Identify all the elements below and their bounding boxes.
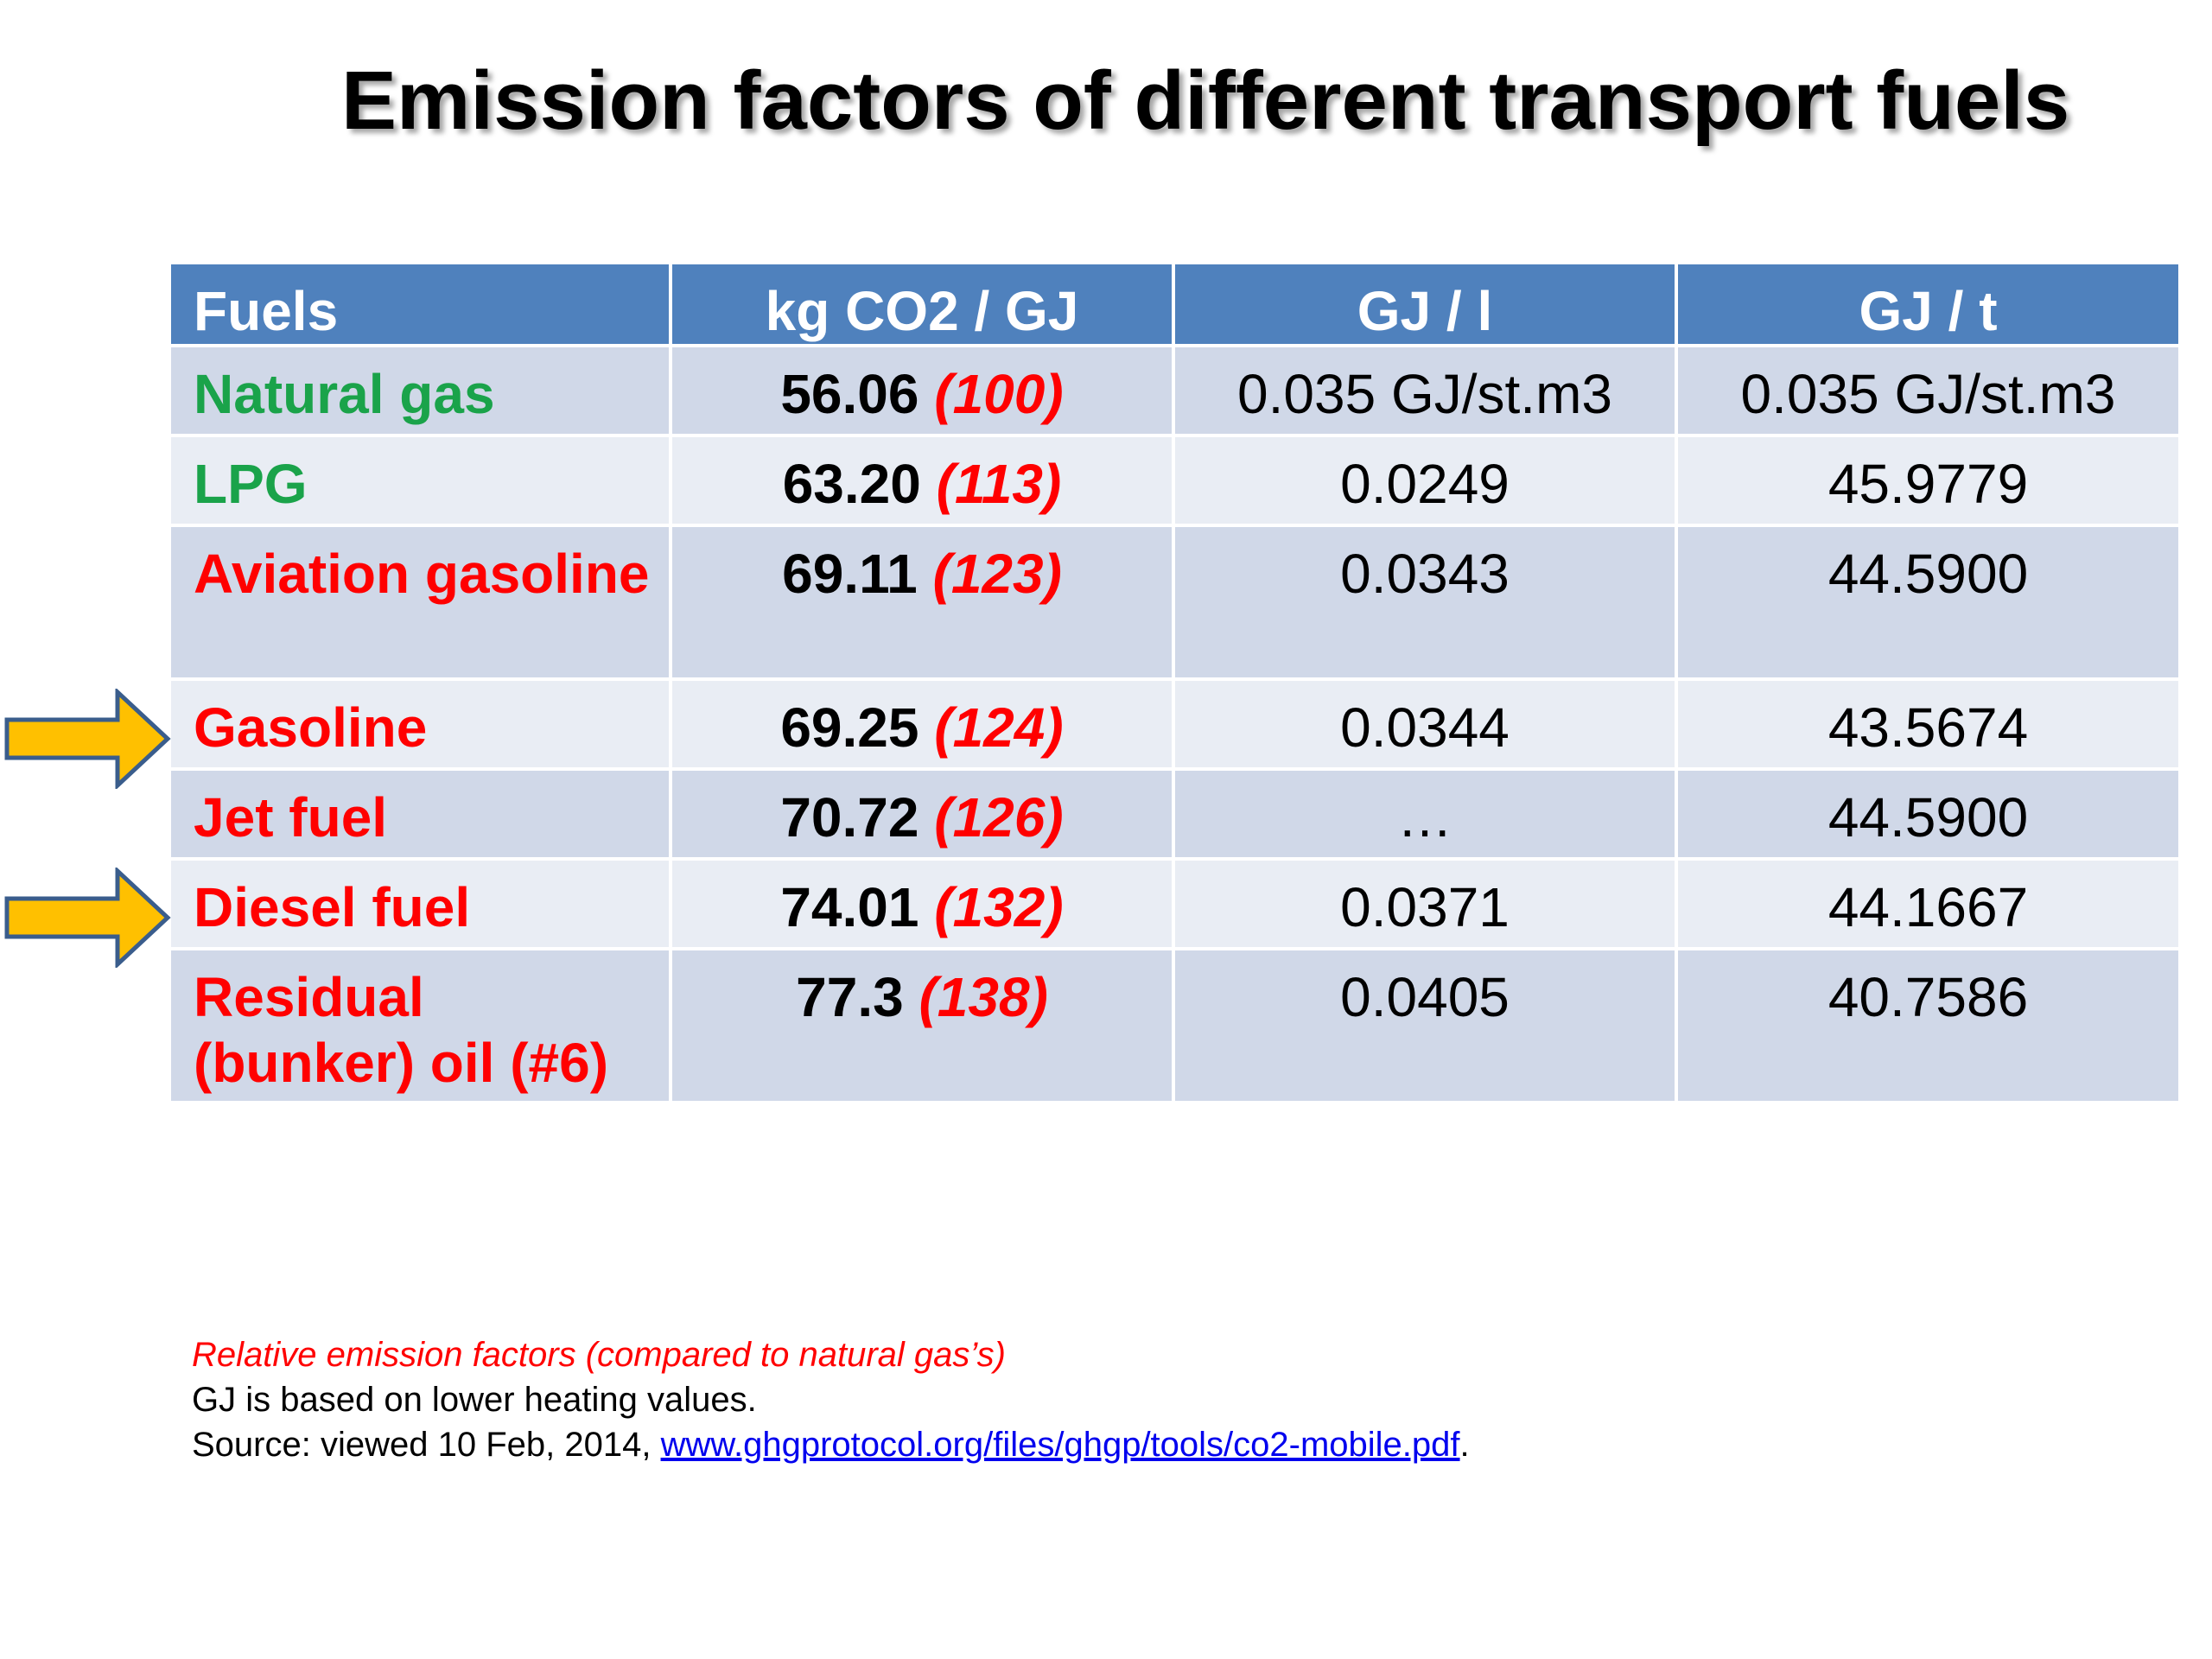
right-arrow-icon (4, 689, 171, 789)
source-link[interactable]: www.ghgprotocol.org/files/ghgp/tools/co2… (660, 1426, 1460, 1464)
gj-per-t-value: 40.7586 (1675, 947, 2182, 1104)
table-row-diesel-fuel: Diesel fuel 74.01 (132) 0.0371 44.1667 (168, 857, 2182, 950)
table-row-aviation-gasoline: Aviation gasoline 69.11 (123) 0.0343 44.… (168, 524, 2182, 681)
table-row-gasoline: Gasoline 69.25 (124) 0.0344 43.5674 (168, 677, 2182, 771)
relative-factor: (113) (936, 453, 1062, 515)
right-arrow-icon (4, 868, 171, 968)
gj-per-l-value: 0.0371 (1172, 857, 1678, 950)
co2-cell: 70.72 (126) (669, 767, 1175, 861)
gj-per-t-value: 44.5900 (1675, 524, 2182, 681)
relative-factor: (126) (934, 786, 1064, 849)
gj-per-t-value: 43.5674 (1675, 677, 2182, 771)
relative-factor-note: Relative emission factors (compared to n… (192, 1336, 1006, 1374)
table-row-jet-fuel: Jet fuel 70.72 (126) … 44.5900 (168, 767, 2182, 861)
gj-per-l-value: … (1172, 767, 1678, 861)
footnotes: Relative emission factors (compared to n… (192, 1332, 1470, 1467)
co2-value: 69.25 (780, 696, 919, 759)
header-kg-co2-per-gj: kg CO2 / GJ (669, 261, 1175, 347)
co2-cell: 69.25 (124) (669, 677, 1175, 771)
co2-value: 56.06 (780, 363, 919, 425)
relative-factor: (132) (934, 876, 1064, 938)
source-note: Source: viewed 10 Feb, 2014, www.ghgprot… (192, 1422, 1470, 1467)
gj-per-t-value: 0.035 GJ/st.m3 (1675, 344, 2182, 437)
co2-cell: 63.20 (113) (669, 434, 1175, 527)
co2-value: 74.01 (780, 876, 919, 938)
fuel-name: Gasoline (168, 677, 672, 771)
co2-value: 69.11 (782, 543, 918, 605)
gj-per-t-value: 44.5900 (1675, 767, 2182, 861)
lhv-note: GJ is based on lower heating values. (192, 1381, 757, 1419)
co2-cell: 69.11 (123) (669, 524, 1175, 681)
fuel-name: Natural gas (168, 344, 672, 437)
gj-per-l-value: 0.0249 (1172, 434, 1678, 527)
relative-factor: (123) (932, 543, 1062, 605)
co2-value: 63.20 (782, 453, 921, 515)
fuel-name: LPG (168, 434, 672, 527)
fuel-name: Jet fuel (168, 767, 672, 861)
gj-per-t-value: 44.1667 (1675, 857, 2182, 950)
relative-factor: (138) (918, 966, 1048, 1028)
fuel-name: Residual (bunker) oil (#6) (168, 947, 672, 1104)
emission-factors-table: Fuels kg CO2 / GJ GJ / l GJ / t Natural … (168, 261, 2182, 1104)
header-fuels: Fuels (168, 261, 672, 347)
table-row-residual-oil: Residual (bunker) oil (#6) 77.3 (138) 0.… (168, 947, 2182, 1104)
header-gj-per-t: GJ / t (1675, 261, 2182, 347)
gj-per-l-value: 0.0405 (1172, 947, 1678, 1104)
slide-title: Emission factors of different transport … (341, 54, 2070, 147)
gj-per-l-value: 0.0344 (1172, 677, 1678, 771)
co2-cell: 77.3 (138) (669, 947, 1175, 1104)
gj-per-t-value: 45.9779 (1675, 434, 2182, 527)
gj-per-l-value: 0.0343 (1172, 524, 1678, 681)
table-header-row: Fuels kg CO2 / GJ GJ / l GJ / t (168, 261, 2182, 347)
source-suffix: . (1459, 1426, 1470, 1464)
fuel-name: Diesel fuel (168, 857, 672, 950)
source-prefix: Source: viewed 10 Feb, 2014, (192, 1426, 661, 1464)
co2-value: 70.72 (780, 786, 919, 849)
table-row-natural-gas: Natural gas 56.06 (100) 0.035 GJ/st.m3 0… (168, 344, 2182, 437)
fuel-name: Aviation gasoline (168, 524, 672, 681)
co2-value: 77.3 (796, 966, 904, 1028)
header-gj-per-l: GJ / l (1172, 261, 1678, 347)
co2-cell: 74.01 (132) (669, 857, 1175, 950)
relative-factor: (100) (934, 363, 1064, 425)
relative-factor: (124) (934, 696, 1064, 759)
gj-per-l-value: 0.035 GJ/st.m3 (1172, 344, 1678, 437)
co2-cell: 56.06 (100) (669, 344, 1175, 437)
table-row-lpg: LPG 63.20 (113) 0.0249 45.9779 (168, 434, 2182, 527)
